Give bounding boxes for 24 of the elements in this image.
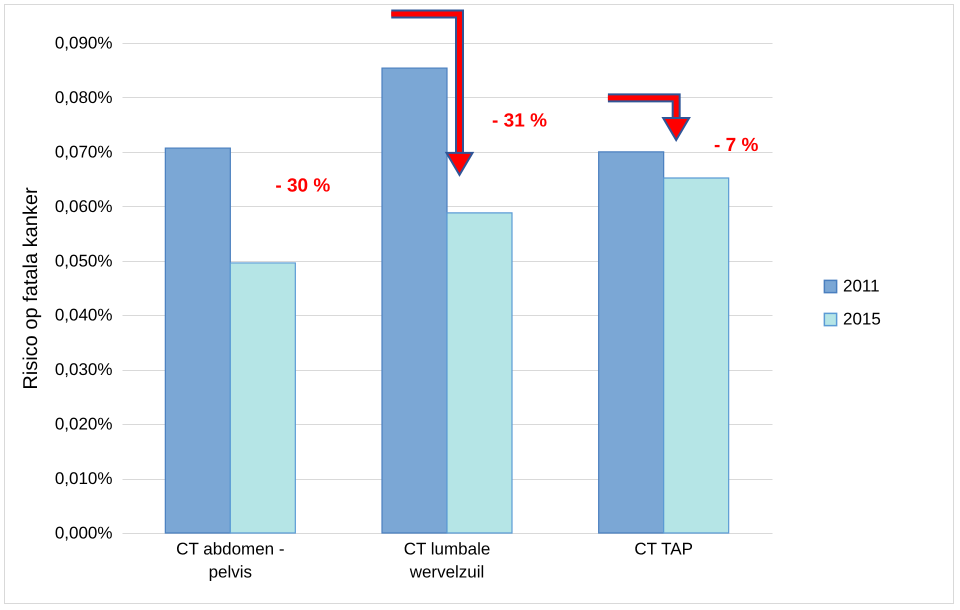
bar <box>230 262 296 534</box>
y-tick-label: 0,020% <box>54 414 112 434</box>
y-tick-label: 0,080% <box>54 88 112 107</box>
annotation: - 30 % <box>275 176 330 197</box>
bar <box>446 212 513 534</box>
y-tick-label: 0,060% <box>54 196 112 216</box>
y-tick-label: 0,040% <box>54 306 112 325</box>
y-axis-title: Risico op fatala kanker <box>20 187 42 390</box>
x-tick-label: CT lumbale wervelzuil <box>404 540 490 582</box>
y-tick-label: 0,050% <box>54 251 112 270</box>
y-tick-label: 0,000% <box>54 524 112 542</box>
legend-label: 2011 <box>843 276 880 296</box>
x-tick-label: CT TAP <box>634 540 693 558</box>
y-tick-label: 0,030% <box>54 360 112 380</box>
bar <box>598 151 664 534</box>
y-tick-label: 0,070% <box>54 142 112 162</box>
annotation: - 7 % <box>714 134 758 156</box>
y-tick-label: 0,010% <box>54 469 112 488</box>
bar <box>663 177 730 534</box>
annotation: - 31 % <box>492 110 548 132</box>
x-tick-label: CT abdomen - pelvis <box>176 540 285 582</box>
legend-label: 2015 <box>843 310 881 328</box>
bar <box>164 147 231 534</box>
y-tick-label: 0,090% <box>54 34 112 52</box>
